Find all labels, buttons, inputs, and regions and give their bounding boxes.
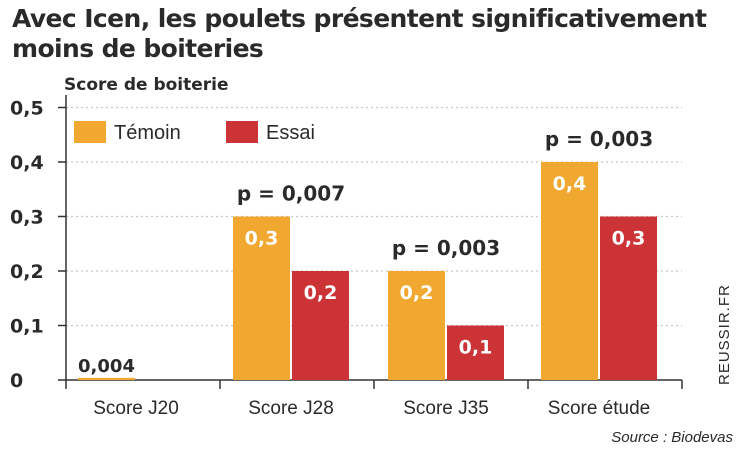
p-value-annotation: p = 0,003 — [392, 236, 500, 260]
bar-temoin — [233, 216, 290, 380]
p-value-annotation: p = 0,003 — [545, 127, 653, 151]
bar-essai — [292, 271, 349, 380]
y-tick-label: 0,3 — [10, 207, 44, 229]
x-category-label: Score J20 — [93, 398, 179, 419]
bar-temoin — [78, 377, 135, 380]
bar-temoin — [388, 271, 445, 380]
bar-value-label: 0,3 — [612, 228, 646, 250]
p-value-annotation: p = 0,007 — [237, 182, 345, 206]
bar-temoin — [541, 162, 598, 380]
bar-value-label: 0,4 — [553, 173, 587, 195]
chart-title: Avec Icen, les poulets présentent signif… — [12, 4, 707, 63]
bar-value-label: 0,2 — [400, 282, 434, 304]
y-tick-label: 0,4 — [10, 152, 44, 174]
watermark: REUSSIR.FR — [716, 284, 733, 385]
legend-swatch — [74, 121, 106, 143]
legend-swatch — [226, 121, 258, 143]
bar-value-label: 0,3 — [245, 228, 279, 250]
x-category-label: Score J35 — [403, 398, 489, 419]
y-axis-label: Score de boiterie — [64, 75, 229, 95]
bar-essai — [447, 325, 504, 380]
y-tick-label: 0,2 — [10, 261, 44, 283]
bar-value-label: 0,2 — [304, 282, 338, 304]
y-tick-label: 0,5 — [10, 98, 44, 120]
y-tick-label: 0 — [10, 370, 23, 392]
bar-value-label: 0,004 — [78, 356, 135, 377]
bar-essai — [600, 216, 657, 380]
y-tick-label: 0,1 — [10, 316, 44, 338]
x-category-label: Score étude — [548, 398, 650, 419]
x-category-label: Score J28 — [248, 398, 334, 419]
bar-value-label: 0,1 — [459, 337, 493, 359]
source-note: Source : Biodevas — [611, 429, 733, 446]
legend-label: Témoin — [114, 122, 181, 144]
legend-label: Essai — [266, 122, 315, 144]
